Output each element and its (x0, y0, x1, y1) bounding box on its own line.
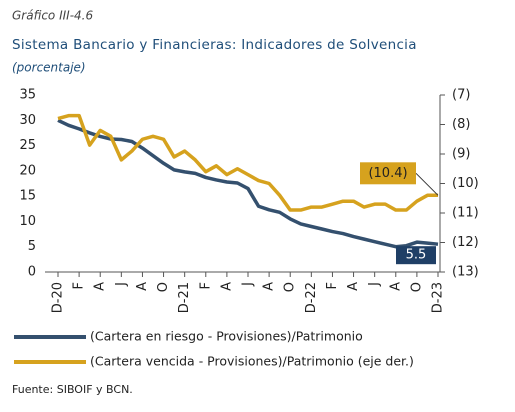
legend-label: (Cartera vencida - Provisiones)/Patrimon… (90, 354, 414, 369)
x-tick-label: D-21 (177, 282, 192, 313)
x-tick-label: A (346, 282, 361, 291)
y2-tick-label: (11) (452, 206, 479, 221)
x-tick-label: O (409, 282, 424, 292)
value-label: (10.4) (368, 166, 407, 181)
x-tick-label: F (72, 282, 87, 289)
y-tick-label: 20 (19, 163, 36, 178)
y2-tick-label: (13) (452, 265, 479, 280)
x-tick-label: D-22 (304, 282, 319, 313)
value-label-box (360, 162, 416, 185)
series-line (57, 113, 438, 212)
y-tick-label: 15 (19, 189, 36, 204)
x-tick-label: O (156, 282, 171, 292)
x-tick-label: J (114, 282, 129, 287)
x-tick-label: A (219, 282, 234, 291)
leader-line (415, 172, 439, 196)
y2-tick-label: (9) (452, 147, 470, 162)
y2-tick-label: (7) (452, 88, 470, 103)
x-tick-label: O (283, 282, 298, 292)
chart-subtitle: (porcentaje) (12, 61, 86, 75)
x-tick-label: A (135, 282, 150, 291)
y-tick-label: 10 (19, 214, 36, 229)
x-tick-label: F (325, 282, 340, 289)
legend-label: (Cartera en riesgo - Provisiones)/Patrim… (90, 329, 363, 344)
x-tick-label: F (198, 282, 213, 289)
y-tick-label: 30 (19, 113, 36, 128)
series-line (57, 118, 439, 249)
x-tick-label: A (93, 282, 108, 291)
source: Fuente: SIBOIF y BCN. (12, 383, 133, 396)
x-tick-label: A (388, 282, 403, 291)
y-tick-label: 0 (28, 265, 36, 280)
y2-tick-label: (10) (452, 176, 479, 191)
x-tick-label: D-23 (431, 282, 446, 313)
y-tick-label: 5 (28, 239, 36, 254)
y-tick-label: 35 (19, 88, 36, 103)
y2-tick-label: (12) (452, 235, 479, 250)
x-tick-label: J (241, 282, 256, 287)
y2-tick-label: (8) (452, 117, 470, 132)
y-tick-label: 25 (19, 138, 36, 153)
x-tick-label: A (262, 282, 277, 291)
x-tick-label: D-20 (51, 282, 66, 313)
chart-title: Sistema Bancario y Financieras: Indicado… (12, 37, 417, 53)
x-tick-label: J (367, 282, 382, 287)
value-label-box (396, 246, 436, 265)
chart-kicker: Gráfico III-4.6 (12, 9, 93, 23)
value-label: 5.5 (406, 248, 427, 263)
